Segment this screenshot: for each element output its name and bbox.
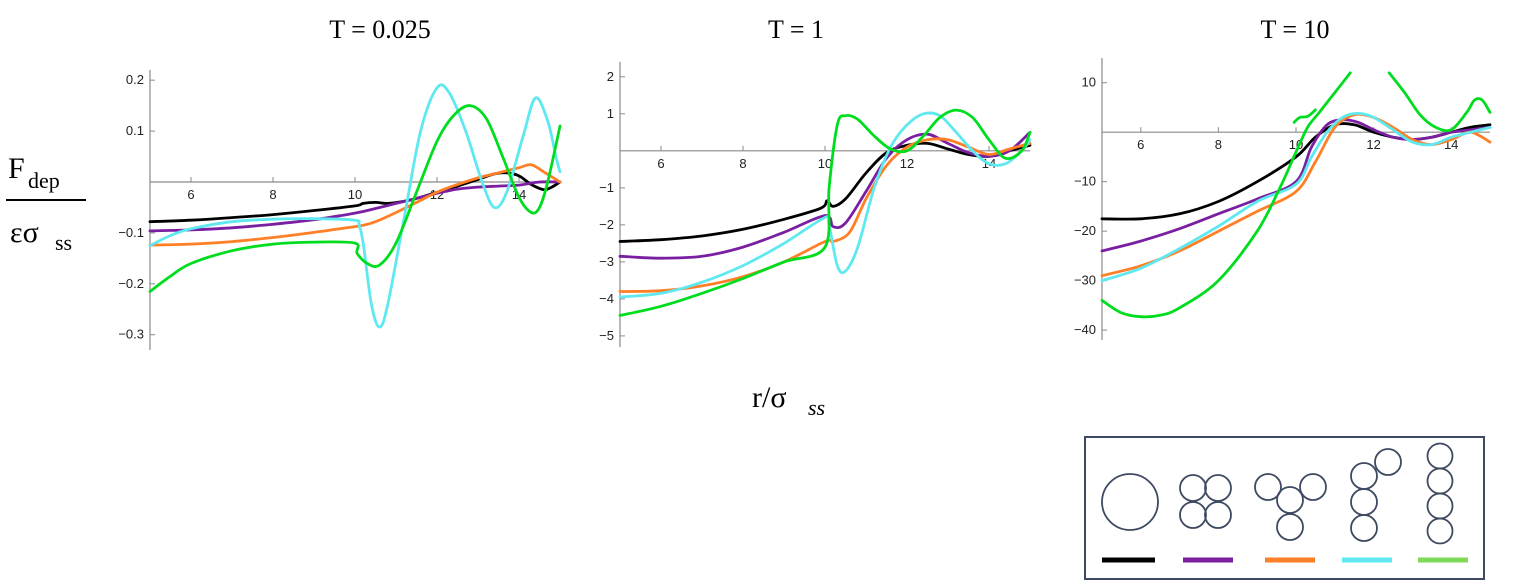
series-line xyxy=(618,137,1032,293)
series-line xyxy=(618,111,1032,299)
y-tick-label: 1 xyxy=(607,106,614,121)
y-label-denominator-sub: ss xyxy=(55,230,72,255)
series-line xyxy=(1100,71,1352,319)
y-tick-label: −4 xyxy=(599,291,614,306)
single-large-sphere-icon xyxy=(1101,473,1159,531)
series-line xyxy=(148,104,562,293)
y-axis-label: F dep εσ ss xyxy=(6,152,86,255)
x-axis-label: r/σ ss xyxy=(752,381,825,420)
x-tick-label: 6 xyxy=(1137,137,1144,152)
x-tick-label: 6 xyxy=(187,187,194,202)
x-tick-label: 8 xyxy=(269,187,276,202)
legend-frame xyxy=(1084,436,1485,580)
panel-title: T = 0.025 xyxy=(329,15,431,44)
y-tick-label: −5 xyxy=(599,328,614,343)
y-tick-label: −40 xyxy=(1074,322,1096,337)
series-line xyxy=(1292,108,1317,124)
x-label-sub: ss xyxy=(808,395,825,420)
y-tick-label: −0.1 xyxy=(118,225,144,240)
y-tick-label: 0.2 xyxy=(126,72,144,87)
series-line xyxy=(1387,71,1492,133)
y-tick-label: −10 xyxy=(1074,174,1096,189)
x-tick-label: 12 xyxy=(900,156,914,171)
y-label-denominator-main: εσ xyxy=(10,216,39,249)
y-tick-label: −0.2 xyxy=(118,276,144,291)
y-label-numerator-main: F xyxy=(8,152,25,185)
y-tick-label: −0.3 xyxy=(118,327,144,342)
y-tick-label: −30 xyxy=(1074,273,1096,288)
series-line xyxy=(1100,112,1492,282)
y-tick-label: −20 xyxy=(1074,223,1096,238)
y-label-numerator-sub: dep xyxy=(28,168,60,193)
legend xyxy=(1084,436,1485,580)
y-tick-label: 0.1 xyxy=(126,123,144,138)
y-tick-label: 10 xyxy=(1082,75,1096,90)
y-tick-label: 2 xyxy=(607,69,614,84)
y-tick-label: −3 xyxy=(599,254,614,269)
x-tick-label: 8 xyxy=(1215,137,1222,152)
panel-title: T = 10 xyxy=(1260,15,1329,44)
series-line xyxy=(148,83,562,329)
x-label-main: r/σ xyxy=(752,381,787,414)
x-tick-label: 6 xyxy=(657,156,664,171)
panel-title: T = 1 xyxy=(768,15,824,44)
series-line xyxy=(148,180,562,233)
series-line xyxy=(618,108,1032,317)
x-tick-label: 10 xyxy=(818,156,832,171)
four-sphere-square-icon xyxy=(1179,474,1232,529)
four-sphere-bent-chain-icon xyxy=(1350,448,1402,542)
four-sphere-linear-chain-icon xyxy=(1426,442,1454,545)
y-tick-label: −2 xyxy=(599,217,614,232)
x-tick-label: 10 xyxy=(348,187,362,202)
y-tick-label: −1 xyxy=(599,180,614,195)
series-line xyxy=(1100,112,1492,278)
x-tick-label: 12 xyxy=(1366,137,1380,152)
panel-t-0025: T = 0.025 6 8 10 12 140.20.1−0.1−0.2−0.3 xyxy=(118,15,562,350)
series-line xyxy=(618,141,1032,243)
x-tick-label: 8 xyxy=(739,156,746,171)
four-sphere-tee-icon xyxy=(1254,473,1327,541)
